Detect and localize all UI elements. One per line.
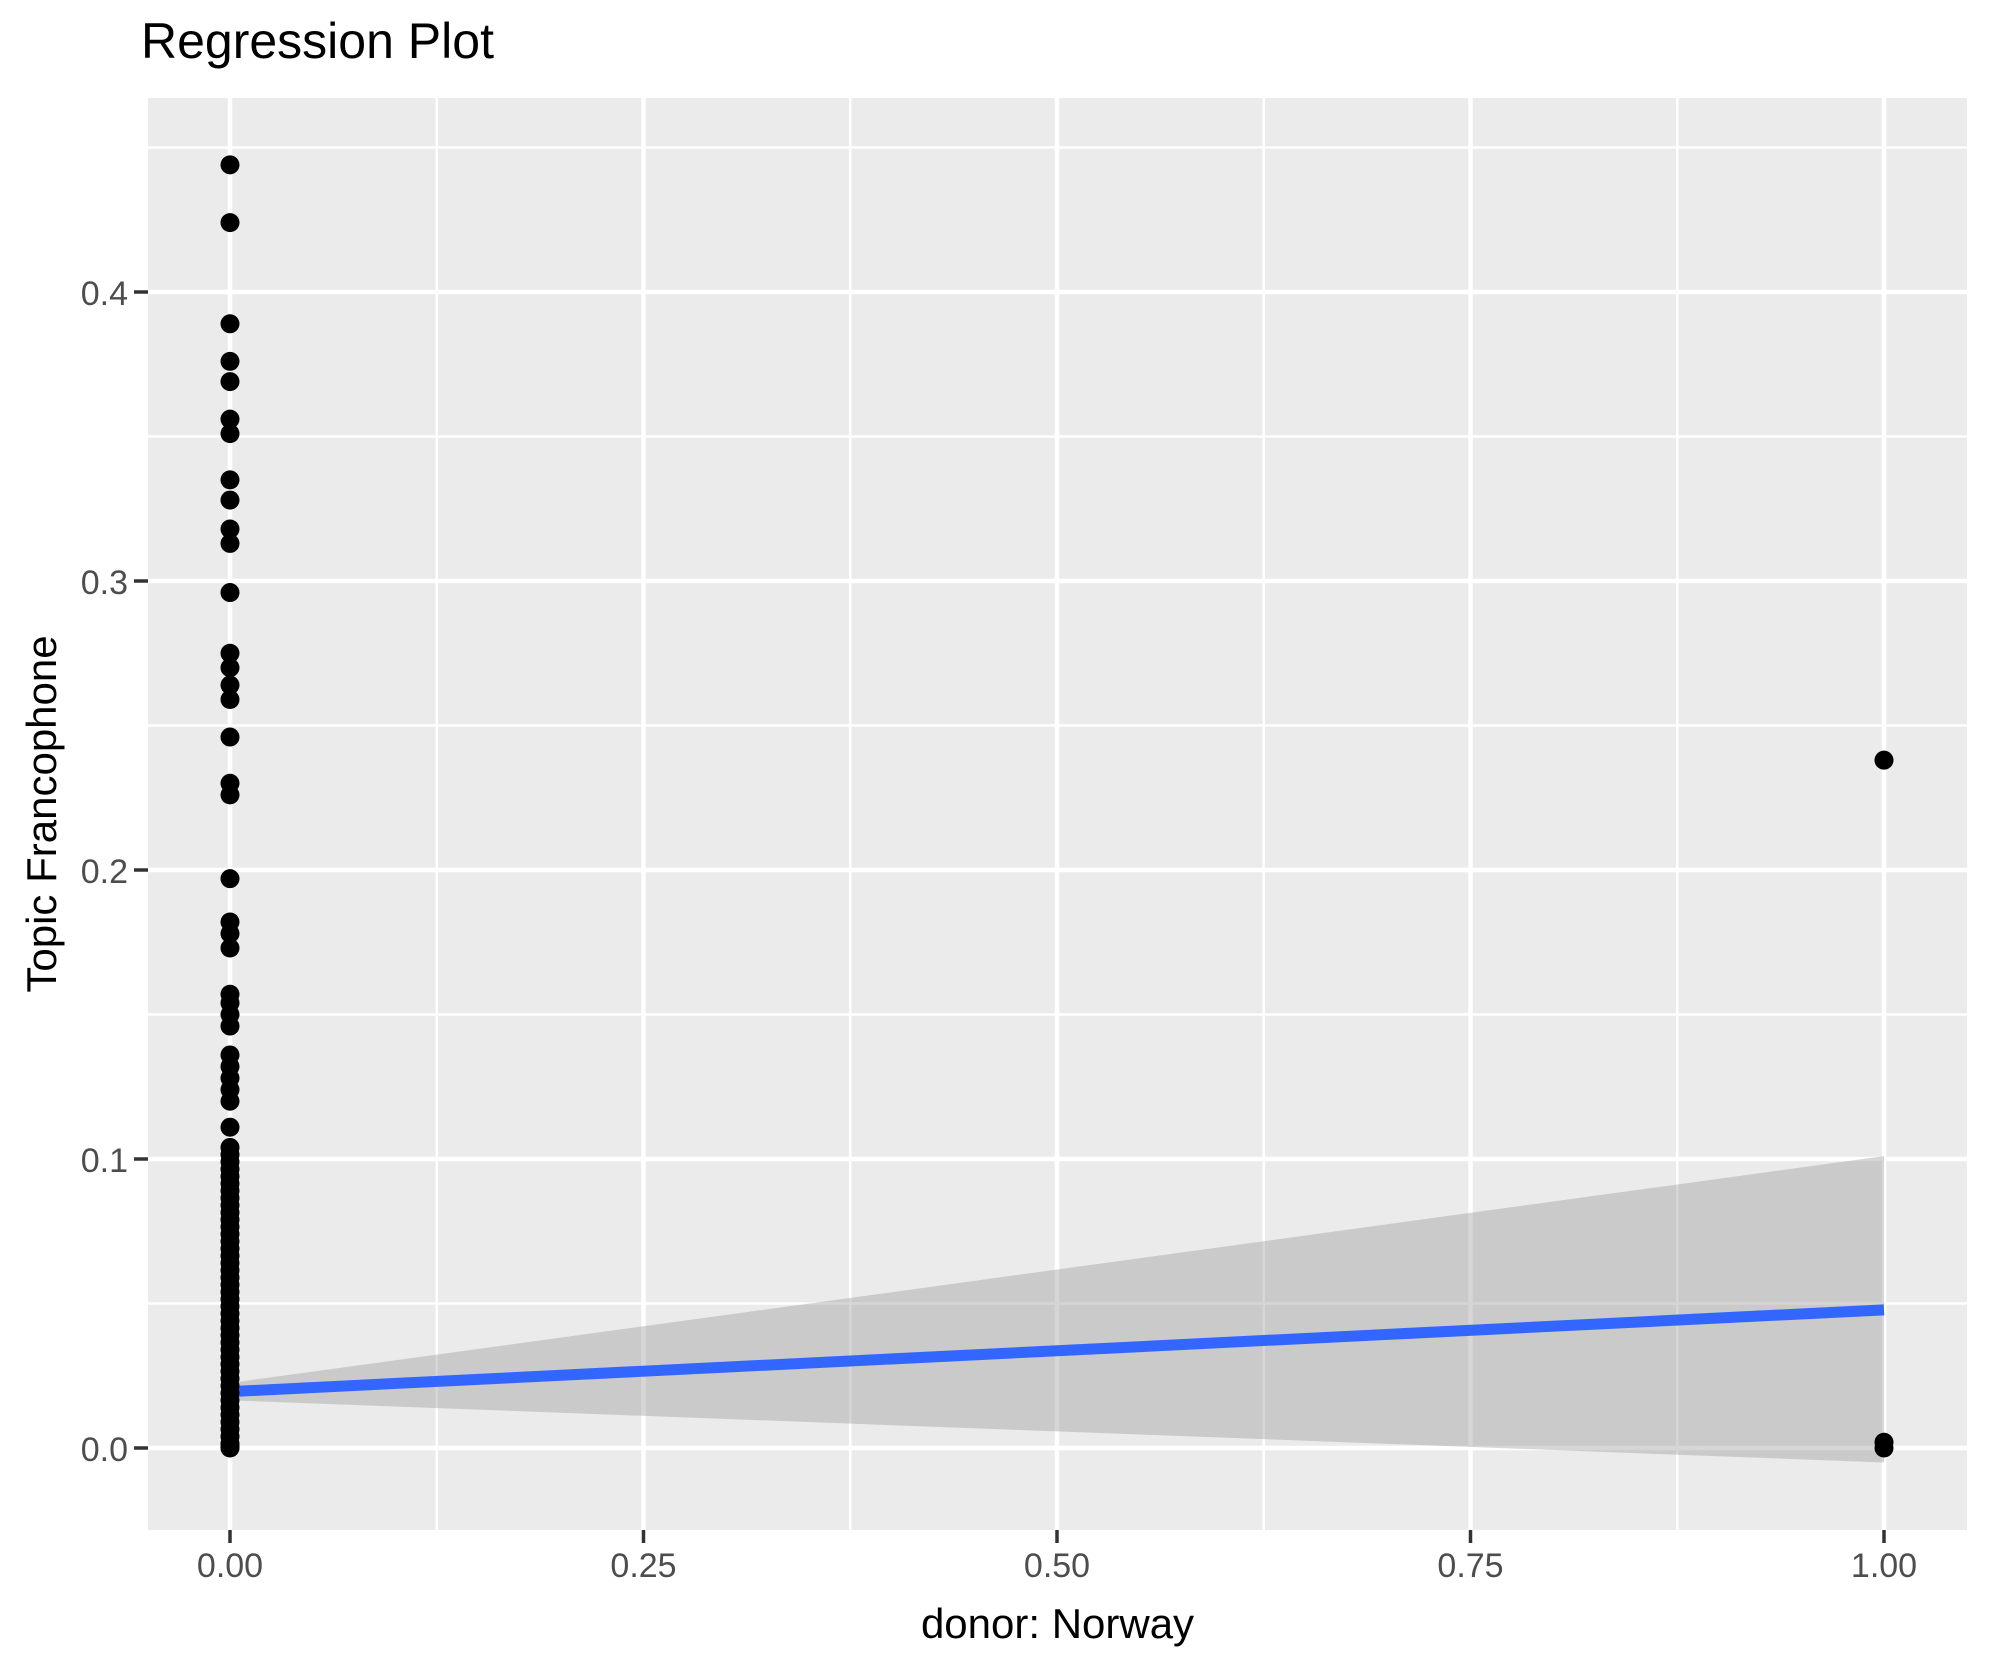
data-point — [220, 727, 240, 747]
x-tick-label: 0.50 — [1024, 1547, 1090, 1585]
y-axis-title: Topic Francophone — [18, 635, 65, 993]
data-point — [220, 424, 240, 444]
regression-line — [229, 1304, 1885, 1398]
data-point — [220, 213, 240, 233]
data-point — [220, 924, 240, 944]
data-point — [220, 785, 240, 805]
confidence-band — [230, 1156, 1884, 1463]
y-tick-label: 0.2 — [81, 853, 128, 891]
data-point — [220, 1016, 240, 1036]
data-point — [220, 643, 240, 663]
data-point — [220, 155, 240, 175]
data-point — [220, 490, 240, 510]
data-point — [220, 372, 240, 392]
x-tick-label: 0.25 — [610, 1547, 676, 1585]
plot-title: Regression Plot — [141, 13, 494, 69]
y-tick-label: 0.3 — [81, 564, 128, 602]
data-point — [220, 583, 240, 603]
x-tick-label: 0.75 — [1437, 1547, 1503, 1585]
y-tick-label: 0.1 — [81, 1142, 128, 1180]
data-point — [220, 470, 240, 490]
data-point — [220, 869, 240, 889]
data-point — [220, 689, 240, 709]
data-point — [220, 519, 240, 539]
y-tick-label: 0.4 — [81, 275, 128, 313]
x-tick-label: 1.00 — [1851, 1547, 1917, 1585]
y-tick-label: 0.0 — [81, 1431, 128, 1469]
data-point — [220, 351, 240, 371]
x-tick-label: 0.00 — [197, 1547, 263, 1585]
data-point — [220, 533, 240, 553]
data-point — [220, 675, 240, 695]
data-point — [220, 1117, 240, 1137]
x-axis-title: donor: Norway — [920, 1600, 1195, 1647]
data-point — [220, 314, 240, 334]
data-point — [220, 658, 240, 678]
data-point — [1874, 1438, 1894, 1458]
data-point — [1874, 750, 1894, 770]
data-point — [220, 1091, 240, 1111]
data-point — [220, 1438, 240, 1458]
data-point — [220, 938, 240, 958]
data-point — [220, 409, 240, 429]
